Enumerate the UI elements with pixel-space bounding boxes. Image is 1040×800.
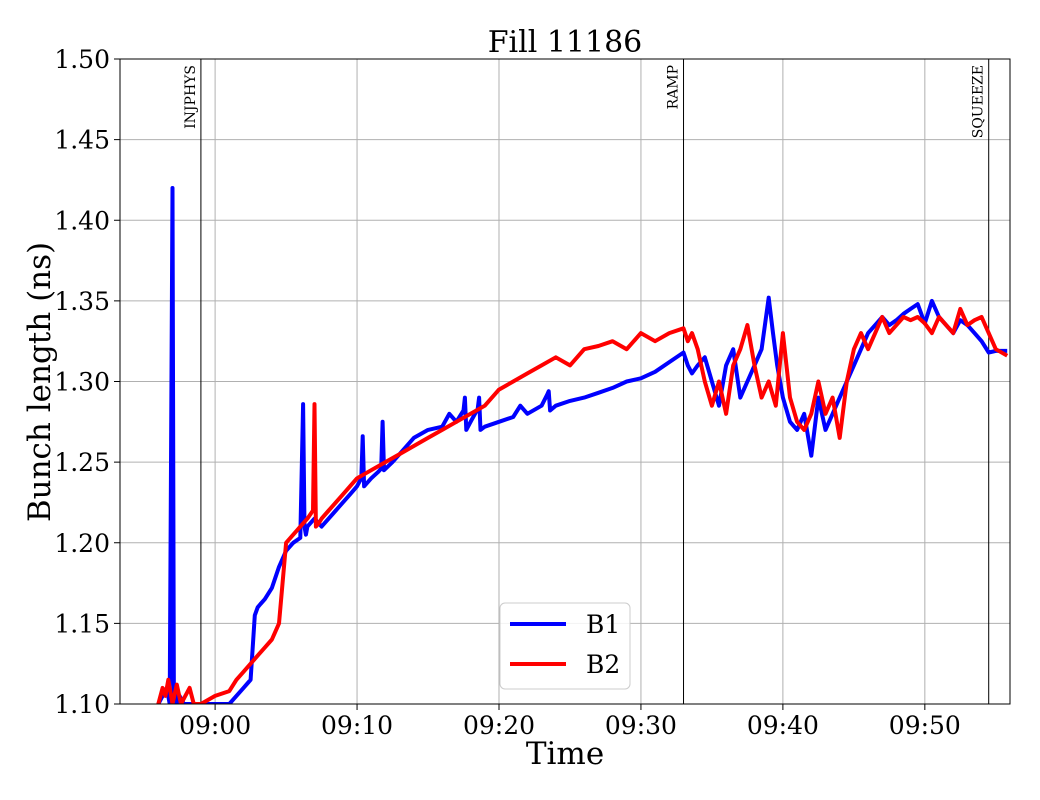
legend-label-b1: B1 [586,610,620,639]
y-tick-label: 1.25 [54,448,110,477]
tick-layer: 09:00 09:10 09:20 09:30 09:40 09:50 1.10 1.15 1.… [54,45,961,740]
legend-label-b2: B2 [586,650,620,679]
y-tick-label: 1.20 [54,529,110,558]
x-tick-label: 09:00 [179,711,251,740]
series-line-b2 [156,306,1009,704]
series-layer [156,186,1009,704]
y-tick-label: 1.30 [54,368,110,397]
y-tick-label: 1.10 [54,690,110,719]
y-tick-label: 1.45 [54,126,110,155]
event-label-squeeze: SQUEEZE [971,65,987,138]
series-line-b1 [156,186,1008,704]
x-tick-label: 09:40 [747,711,819,740]
x-tick-label: 09:30 [605,711,677,740]
chart-title: Fill 11186 [488,25,643,60]
x-axis-label: Time [526,736,604,772]
x-tick-label: 09:50 [889,711,961,740]
legend: B1 B2 [499,602,631,690]
y-tick-label: 1.40 [54,206,110,235]
event-markers: INJPHYS RAMP SQUEEZE [183,59,990,704]
y-tick-label: 1.35 [54,287,110,316]
event-label-injphys: INJPHYS [183,65,199,129]
x-tick-label: 09:10 [321,711,393,740]
y-tick-label: 1.50 [54,45,110,74]
x-tick-label: 09:20 [463,711,535,740]
y-tick-label: 1.15 [54,609,110,638]
event-label-ramp: RAMP [666,65,682,109]
y-axis-label: Bunch length (ns) [22,242,58,522]
